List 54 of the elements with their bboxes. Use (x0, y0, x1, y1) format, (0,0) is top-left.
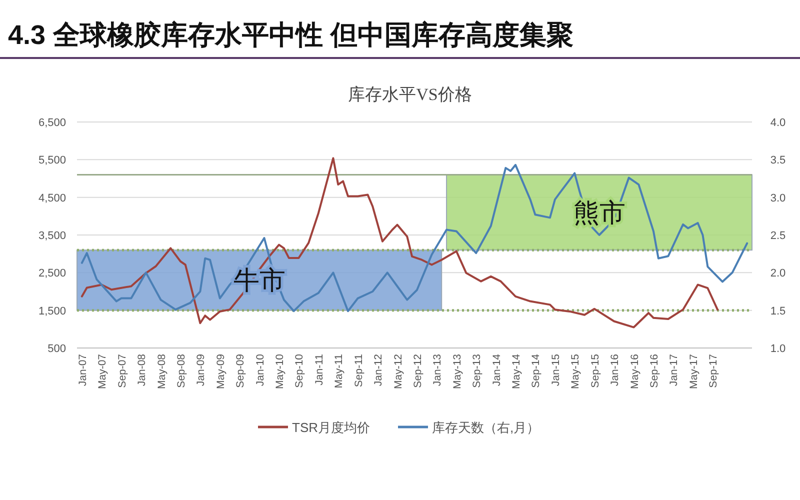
x-tick-label: Jan-13 (432, 354, 444, 386)
y2-tick-label: 1.0 (770, 343, 786, 355)
x-tick-label: May-16 (628, 354, 641, 390)
y-tick-label: 2,500 (38, 268, 66, 280)
legend-label: 库存天数（右,月） (432, 420, 540, 435)
x-tick-label: May-12 (392, 354, 404, 390)
x-tick-label: Sep-08 (175, 354, 188, 388)
y-tick-label: 5,500 (38, 154, 66, 167)
y-tick-label: 3,500 (38, 230, 66, 242)
x-tick-label: May-14 (510, 354, 523, 390)
chart-title: 4.3 全球橡胶库存水平中性 但中国库存高度集聚 (8, 20, 574, 50)
y-tick-label: 6,500 (38, 117, 66, 129)
x-tick-label: May-11 (333, 354, 346, 388)
y2-tick-label: 1.5 (770, 305, 786, 318)
x-tick-label: Sep-14 (530, 354, 542, 388)
line-series (80, 164, 748, 312)
x-tick-label: Jan-17 (668, 354, 680, 386)
x-tick-label: Sep-07 (116, 354, 128, 388)
line-series (80, 157, 719, 328)
x-tick-label: May-07 (96, 354, 109, 390)
x-tick-label: Sep-16 (648, 354, 660, 388)
y2-tick-label: 2.0 (770, 268, 786, 280)
chart-subtitle: 库存水平VS价格 (348, 85, 472, 104)
y2-tick-label: 3.5 (770, 154, 786, 167)
y-tick-label: 500 (48, 343, 66, 355)
band-label: 熊市 (573, 198, 626, 228)
x-tick-label: Jan-09 (195, 354, 208, 386)
x-tick-label: Sep-11 (352, 354, 365, 388)
y-tick-label: 4,500 (38, 192, 66, 204)
x-tick-label: Sep-12 (412, 354, 424, 388)
x-tick-label: May-08 (156, 354, 168, 390)
x-tick-label: Sep-13 (471, 354, 484, 388)
y2-tick-label: 4.0 (770, 117, 786, 129)
x-tick-label: May-15 (570, 354, 582, 390)
y2-tick-label: 2.5 (770, 230, 786, 242)
y2-tick-label: 3.0 (770, 192, 786, 204)
legend-label: TSR月度均价 (292, 420, 370, 435)
x-tick-label: Jan-15 (550, 354, 562, 386)
x-tick-label: May-13 (451, 354, 464, 390)
x-tick-label: Jan-12 (372, 354, 385, 386)
x-tick-label: Jan-16 (609, 354, 622, 386)
x-tick-label: Sep-09 (234, 354, 247, 388)
x-tick-label: Sep-10 (294, 354, 306, 388)
x-tick-label: Jan-14 (490, 354, 503, 386)
x-tick-label: Jan-07 (76, 354, 89, 386)
x-tick-label: Jan-08 (136, 354, 148, 386)
x-tick-label: Jan-10 (254, 354, 266, 386)
x-tick-label: Sep-15 (589, 354, 602, 388)
x-tick-label: May-09 (214, 354, 227, 390)
x-tick-label: May-10 (274, 354, 286, 390)
x-tick-label: Sep-17 (708, 354, 720, 388)
x-tick-label: May-17 (688, 354, 700, 390)
y-tick-label: 1,500 (38, 305, 66, 318)
x-tick-label: Jan-11 (313, 354, 326, 386)
